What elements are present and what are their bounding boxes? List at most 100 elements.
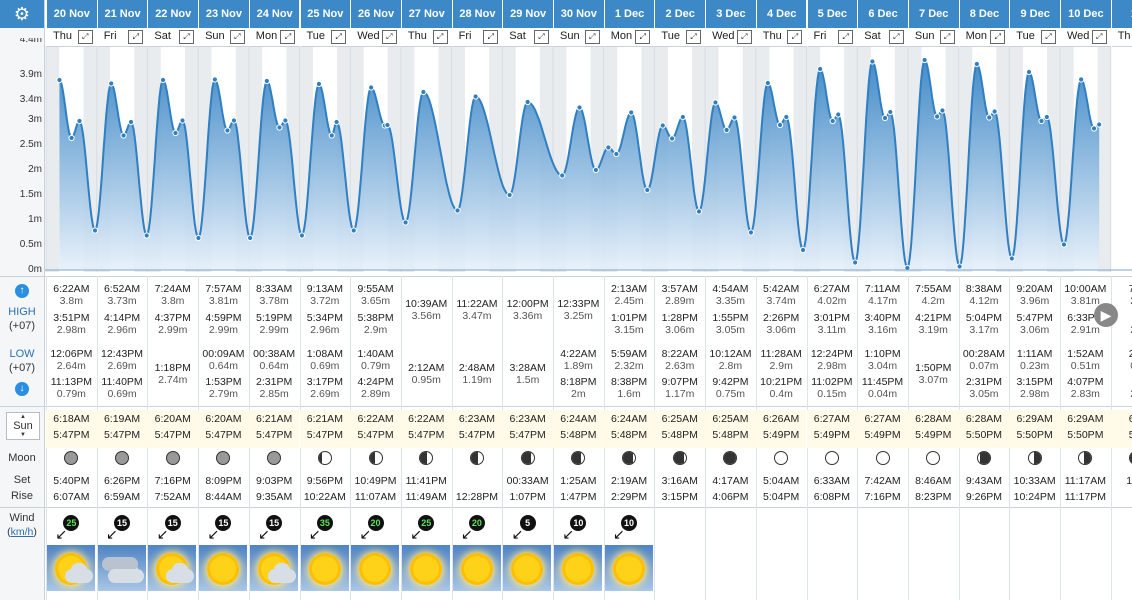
expand-icon[interactable]: ⤢ [939, 30, 955, 44]
tide-time: 1:18PM [154, 362, 191, 374]
y-axis-tick: 3.9m [19, 69, 42, 80]
wind-speed-badge: 15 [114, 515, 131, 531]
day-header[interactable]: 5 Dec Fri ⤢ [806, 0, 858, 47]
tide-point [1043, 113, 1050, 121]
expand-icon[interactable]: ⤢ [533, 30, 549, 44]
divider [0, 507, 1132, 508]
sun-times-band [502, 410, 553, 448]
cloud-icon [71, 563, 87, 577]
tide-height: 2.9m [363, 324, 388, 336]
gear-icon[interactable]: ⚙ [0, 0, 44, 28]
expand-icon[interactable]: ⤢ [381, 30, 397, 44]
day-date: 2 Dec [655, 0, 706, 28]
tide-point [230, 117, 238, 124]
tide-point [350, 227, 357, 234]
tide-height: 2.96m [310, 324, 340, 336]
moon-phase-icon [672, 451, 687, 465]
day-header[interactable]: 22 Nov Sat ⤢ [147, 0, 199, 47]
day-header[interactable]: 10 Dec Wed ⤢ [1060, 0, 1111, 47]
day-header[interactable]: 30 Nov Sun ⤢ [553, 0, 604, 47]
tide-time: 8:33AM [256, 283, 293, 295]
expand-icon[interactable]: ⤢ [280, 30, 296, 44]
day-header[interactable]: 3 Dec Wed ⤢ [705, 0, 756, 47]
day-date: 8 Dec [959, 0, 1010, 28]
day-date: 3 Dec [706, 0, 756, 28]
expand-icon[interactable]: ⤢ [1091, 30, 1107, 44]
day-header[interactable]: 28 Nov Fri ⤢ [451, 0, 503, 47]
day-header[interactable]: 8 Dec Mon ⤢ [958, 0, 1010, 47]
moon-shadow [572, 452, 582, 464]
tide-time: 1:08AM [306, 348, 343, 360]
expand-icon[interactable]: ⤢ [584, 30, 600, 44]
weekday: Sat [509, 30, 526, 42]
tide-point [723, 126, 730, 134]
tide-point [127, 118, 135, 126]
expand-icon[interactable]: ⤢ [77, 30, 93, 44]
sun-icon [210, 556, 237, 582]
sunrise-time: 6:18AM [53, 413, 90, 425]
tide-height: 2.. [1111, 295, 1132, 307]
expand-icon[interactable]: ⤢ [229, 30, 245, 44]
expand-icon[interactable]: ⤢ [787, 30, 803, 44]
tide-time: 2:12AM [408, 362, 445, 374]
low-timezone: (+07) [9, 362, 35, 374]
expand-icon[interactable]: ⤢ [686, 30, 702, 44]
expand-icon[interactable]: ⤢ [990, 30, 1006, 44]
expand-icon[interactable]: ⤢ [432, 30, 448, 44]
weekday: Wed [357, 30, 380, 42]
tide-height: 3.25m [563, 310, 593, 322]
expand-icon[interactable]: ⤢ [838, 30, 854, 44]
wind-direction-icon: ↙ [460, 526, 473, 542]
wind-speed-badge: 15 [215, 515, 232, 531]
day-header[interactable]: 9 Dec Tue ⤢ [1009, 0, 1060, 47]
weekday: Tue [306, 30, 326, 42]
tide-time: 3:40PM [864, 312, 901, 324]
expand-icon[interactable]: ⤢ [179, 30, 195, 44]
wind-direction-icon: ↙ [156, 526, 169, 542]
wind-unit[interactable]: (km/h) [7, 526, 37, 538]
expand-icon[interactable]: ⤢ [736, 30, 752, 44]
wind-speed-badge: 35 [316, 515, 333, 531]
day-header[interactable]: 7 Dec Sun ⤢ [907, 0, 959, 47]
wind-unit-link[interactable]: km/h [10, 526, 34, 538]
day-header[interactable]: 1 Dec Mon ⤢ [603, 0, 655, 47]
day-header[interactable]: 11 Th [1110, 0, 1132, 47]
day-header[interactable]: 2 Dec Tue ⤢ [654, 0, 706, 47]
expand-icon[interactable]: ⤢ [331, 30, 347, 44]
tide-time: 8:22AM [661, 348, 698, 360]
expand-icon[interactable]: ⤢ [635, 30, 651, 44]
day-header[interactable]: 24 Nov Mon ⤢ [248, 0, 300, 47]
sun-icon [514, 556, 541, 582]
expand-icon[interactable]: ⤢ [128, 30, 144, 44]
day-header[interactable]: 4 Dec Thu ⤢ [755, 0, 807, 47]
day-header[interactable]: 26 Nov Wed ⤢ [350, 0, 401, 47]
tide-time: 6:52AM [103, 283, 141, 295]
cloud-icon [101, 557, 138, 571]
day-header[interactable]: 25 Nov Tue ⤢ [299, 0, 351, 47]
day-header[interactable]: 21 Nov Fri ⤢ [96, 0, 148, 47]
tide-time: 11:40PM [101, 376, 143, 388]
scroll-right-button[interactable]: ▶ [1094, 303, 1118, 327]
weekday-row: Tue ⤢ [655, 28, 706, 47]
tide-time: 5:47PM [1016, 312, 1053, 324]
expand-icon[interactable]: ⤢ [483, 30, 499, 44]
tide-time: 1:53PM [205, 376, 242, 388]
tide-point [934, 113, 941, 120]
day-header[interactable]: 20 Nov Thu ⤢ [46, 0, 97, 47]
high-label: HIGH [8, 306, 36, 318]
moonrise-time: 11:49AM [405, 491, 447, 503]
expand-icon[interactable]: ⤢ [888, 30, 904, 44]
day-header[interactable]: 27 Nov Thu ⤢ [400, 0, 452, 47]
day-header[interactable]: 29 Nov Sat ⤢ [502, 0, 553, 47]
sunset-time: 5:47PM [357, 429, 394, 441]
day-header[interactable]: 6 Dec Sat ⤢ [857, 0, 908, 47]
sun-times-band [451, 410, 503, 448]
partly-cloudy-icon [47, 545, 95, 591]
sun-toggle[interactable]: ▲ Sun ▼ [6, 412, 40, 440]
expand-icon[interactable]: ⤢ [1040, 30, 1056, 44]
day-header[interactable]: 23 Nov Sun ⤢ [198, 0, 249, 47]
weekday: Sun [914, 30, 935, 42]
tide-height: 3.8m [59, 295, 84, 307]
sun-times-band [299, 410, 351, 448]
sun-icon [565, 556, 591, 582]
